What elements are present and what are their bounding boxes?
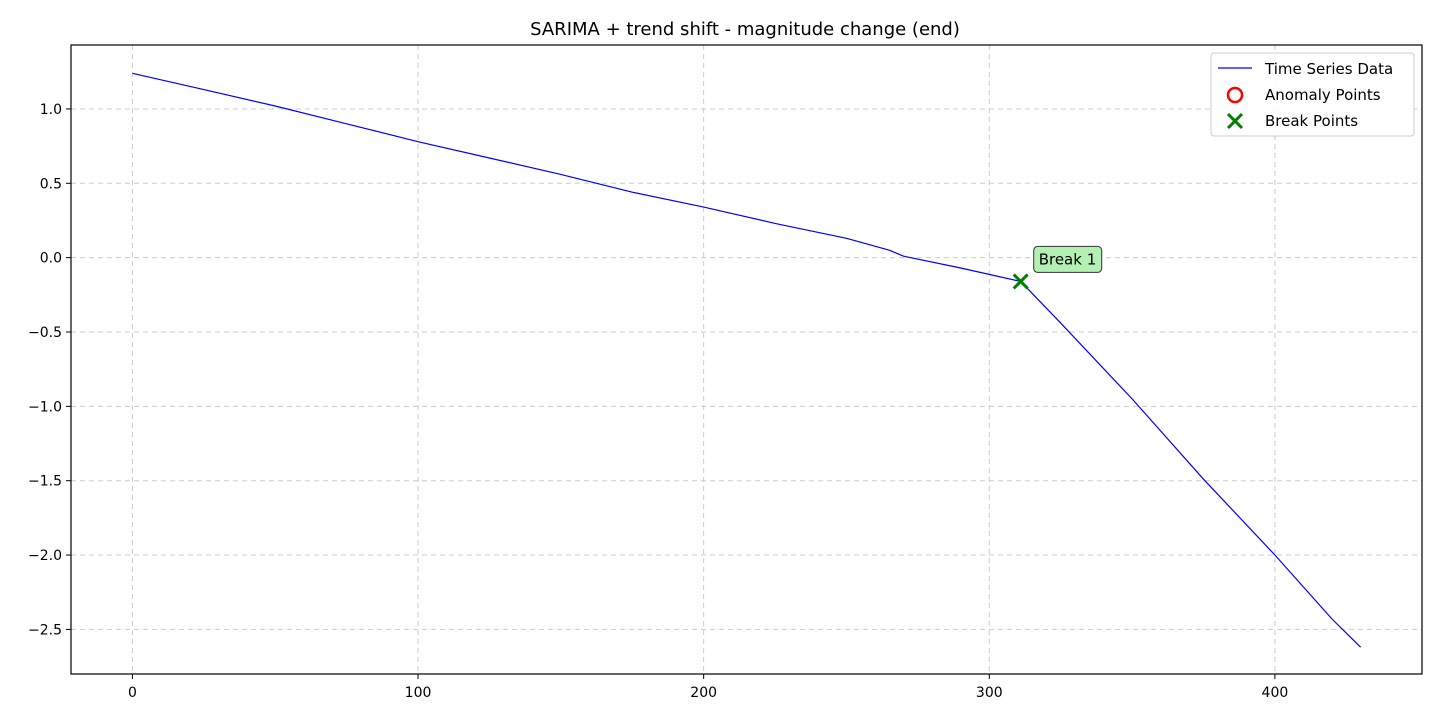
annotation-box <box>1033 245 1103 273</box>
legend-label-series: Time Series Data <box>1264 60 1393 78</box>
y-tick-label: 0.5 <box>40 176 62 192</box>
y-tick-label: −2.0 <box>28 548 62 564</box>
legend-box <box>1210 52 1415 137</box>
x-tick-label: 0 <box>128 685 137 701</box>
y-tick-label: −0.5 <box>28 325 62 341</box>
series-line <box>132 72 1362 648</box>
legend-anomaly-circle-icon <box>1226 86 1244 104</box>
legend-break-cross-icon <box>1226 112 1244 130</box>
annotation-label: Break 1 <box>1039 250 1097 268</box>
y-tick-label: 1.0 <box>40 102 62 118</box>
legend-label-break: Break Points <box>1265 112 1358 130</box>
y-tick-label: −1.5 <box>28 474 62 490</box>
x-tick-label: 200 <box>690 685 717 701</box>
legend: Time Series Data Anomaly Points Break Po… <box>1210 52 1415 137</box>
y-tick-label: −1.0 <box>28 399 62 415</box>
x-tick-label: 400 <box>1262 685 1289 701</box>
grid-layer <box>71 45 1422 674</box>
annotation: Break 1 <box>1033 245 1103 273</box>
y-tick-label: −2.5 <box>28 622 62 638</box>
x-tick-label: 300 <box>976 685 1003 701</box>
legend-label-anomaly: Anomaly Points <box>1265 86 1381 104</box>
ticks-layer: 0 100 200 300 400 1.0 0.5 0.0 −0.5 −1.0 −1.5 −2.0 −2… <box>28 102 1288 701</box>
x-tick-label: 100 <box>405 685 432 701</box>
break-point <box>1012 273 1029 290</box>
series-layer <box>132 72 1362 648</box>
plot-frame <box>70 44 1423 675</box>
chart-title: SARIMA + trend shift - magnitude change … <box>530 19 960 40</box>
y-tick-label: 0.0 <box>40 251 62 267</box>
markers-layer: Break 1 <box>1012 245 1103 290</box>
